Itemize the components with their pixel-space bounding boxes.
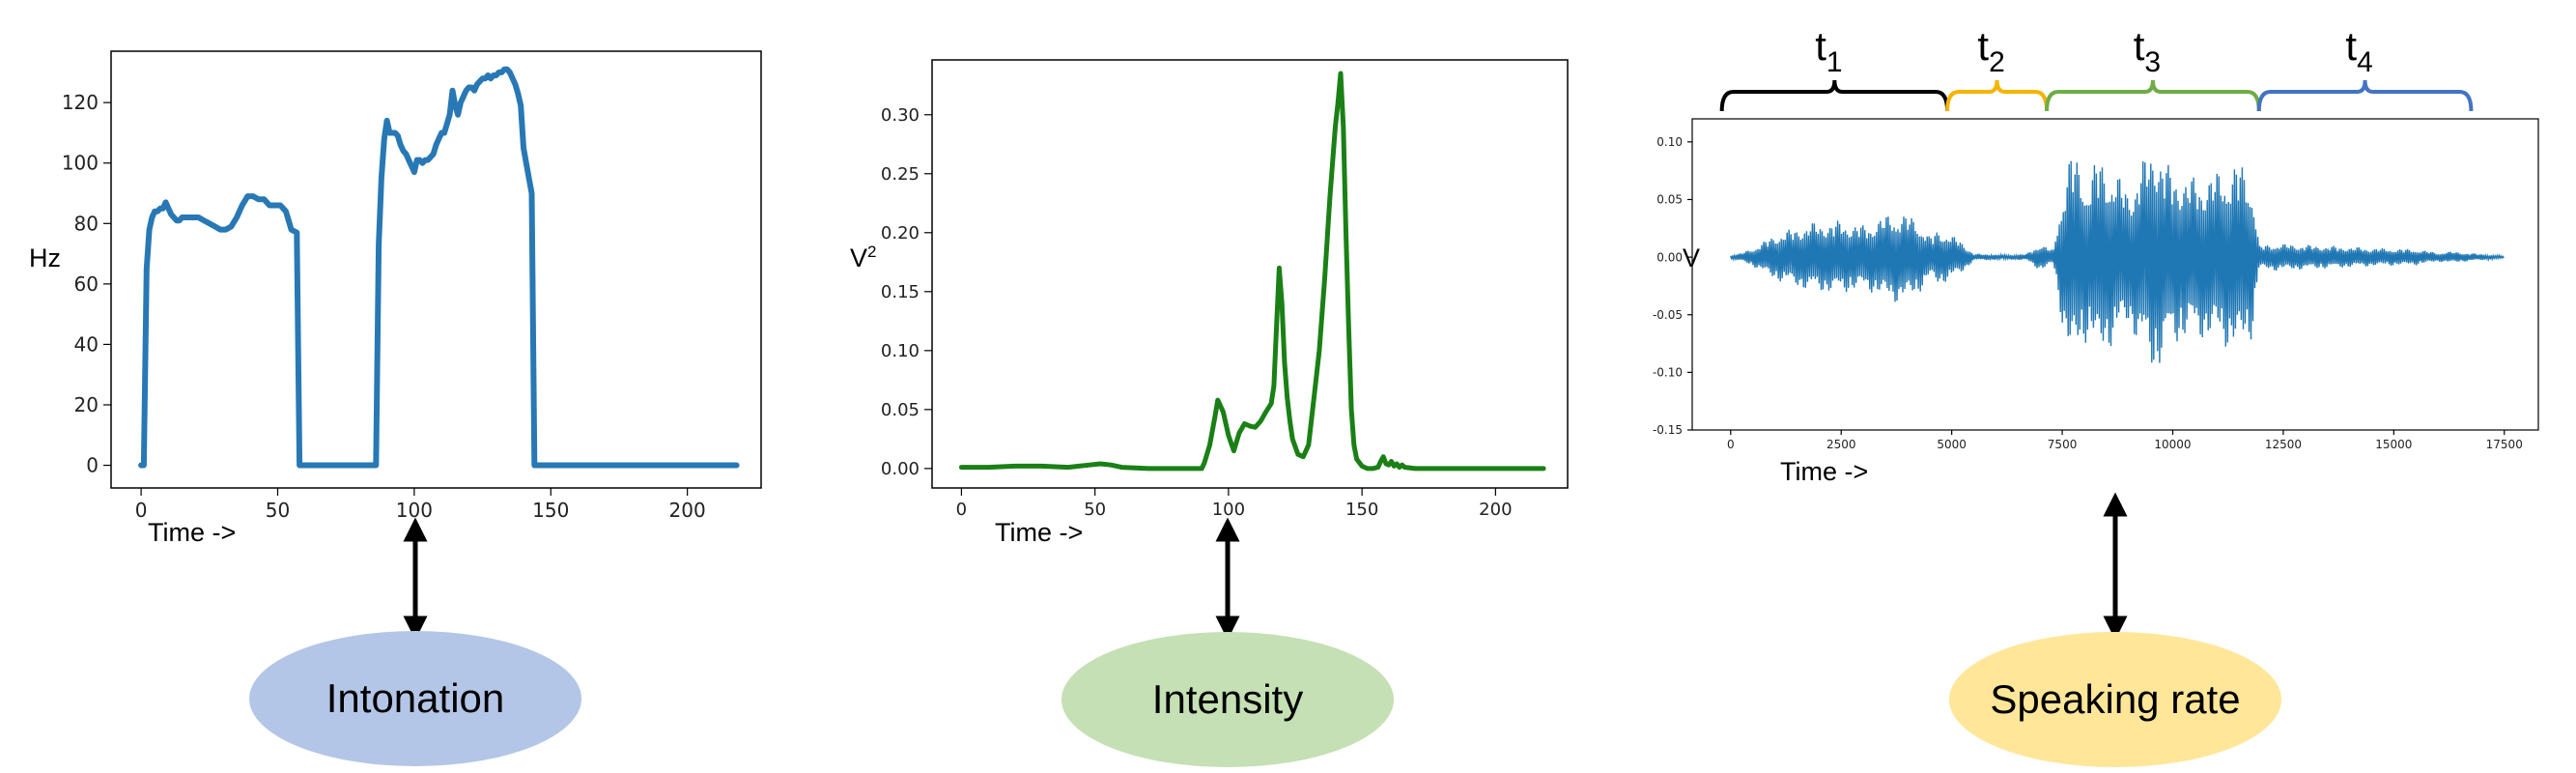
feature-intensity: Intensity	[1062, 632, 1394, 767]
y-tick-label: -0.05	[1653, 308, 1683, 322]
y-tick-label: 0.30	[881, 105, 920, 126]
feature-speaking-rate: Speaking rate	[1949, 632, 2281, 767]
y-tick-label: -0.10	[1653, 366, 1683, 380]
x-tick-label: 100	[396, 499, 433, 522]
feature-intonation: Intonation	[249, 631, 581, 766]
segment-brackets: t1 t2 t3 t4	[1719, 23, 2474, 112]
x-tick-label: 10000	[2154, 438, 2191, 451]
segment-bracket	[2045, 79, 2261, 112]
y-tick-label: 80	[74, 212, 99, 235]
speaking-rate-ellipse	[1949, 632, 2281, 767]
intonation-x-ticks: 0 50 100 150 200	[135, 488, 706, 522]
y-tick-label: 0.25	[881, 164, 920, 185]
segment-label: t1	[1815, 23, 1842, 78]
intonation-label: Intonation	[326, 675, 505, 721]
segment-bracket	[1719, 79, 1950, 112]
y-tick-label: 0.05	[881, 400, 920, 420]
x-tick-label: 17500	[2486, 438, 2523, 451]
x-tick-label: 15000	[2375, 438, 2412, 451]
y-tick-label: 60	[74, 272, 99, 296]
waveform-y-ticks: -0.15 -0.10 -0.05 0.00 0.05 0.10	[1653, 135, 1692, 437]
segment-label: t3	[2134, 23, 2161, 78]
waveform-line	[1730, 160, 2505, 363]
x-tick-label: 50	[266, 499, 290, 522]
y-tick-label: 0.05	[1656, 193, 1683, 207]
x-tick-label: 50	[1084, 500, 1106, 520]
y-tick-label: 0.10	[1656, 135, 1683, 149]
intensity-x-label: Time ->	[995, 518, 1083, 547]
y-tick-label: 40	[74, 332, 99, 356]
intensity-x-ticks: 0 50 100 150 200	[956, 488, 1513, 520]
intonation-ellipse	[249, 631, 581, 766]
segment-label: t2	[1977, 23, 2004, 78]
intensity-label: Intensity	[1152, 676, 1303, 722]
waveform-x-ticks: 0 2500 5000 7500 10000 12500 15000 17500	[1727, 430, 2523, 451]
intensity-ellipse	[1062, 632, 1394, 767]
y-tick-label: 0.15	[881, 282, 920, 302]
y-tick-label: 0.20	[881, 223, 920, 243]
x-tick-label: 0	[1727, 438, 1735, 451]
waveform-x-label: Time ->	[1780, 457, 1868, 486]
data-line	[958, 71, 1546, 472]
y-tick-label: 0.10	[881, 341, 920, 361]
x-tick-label: 150	[532, 499, 569, 522]
x-tick-label: 0	[956, 500, 967, 520]
y-tick-label: 100	[62, 152, 99, 175]
intonation-y-ticks: 0 20 40 60 80 100 120	[62, 91, 111, 477]
y-tick-label: 0	[86, 454, 99, 477]
y-tick-label: 0.00	[1656, 250, 1683, 264]
x-tick-label: 100	[1212, 500, 1245, 520]
waveform-y-label: V	[1683, 243, 1700, 272]
y-tick-label: 120	[62, 91, 99, 114]
intensity-chart: 0.00 0.05 0.10 0.15 0.20 0.25 0.30 0 50 100 150 20…	[850, 59, 1569, 547]
x-tick-label: 7500	[2048, 438, 2078, 451]
intonation-plot-frame	[110, 50, 762, 489]
x-tick-label: 0	[135, 499, 148, 522]
intonation-y-label: Hz	[29, 243, 61, 272]
intensity-y-ticks: 0.00 0.05 0.10 0.15 0.20 0.25 0.30	[881, 105, 932, 479]
intensity-y-label: V2	[850, 243, 876, 272]
y-tick-label: 0.00	[881, 459, 920, 479]
waveform-plot-frame	[1691, 118, 2539, 431]
intonation-x-label: Time ->	[148, 518, 236, 547]
x-tick-label: 12500	[2265, 438, 2302, 451]
y-tick-label: -0.15	[1653, 423, 1683, 437]
waveform-chart: t1 t2 t3 t4 -0.15 -0.10 -0.05 0.00 0.05 0.10 0 25…	[1653, 23, 2539, 486]
waveform-line-group	[1730, 160, 2505, 363]
x-tick-label: 2500	[1826, 438, 1856, 451]
x-tick-label: 5000	[1937, 438, 1967, 451]
segment-label: t4	[2345, 23, 2372, 78]
x-tick-label: 200	[669, 499, 706, 522]
intensity-plot-frame	[931, 59, 1569, 489]
data-line	[138, 66, 740, 469]
x-tick-label: 200	[1479, 500, 1512, 520]
intonation-line-group	[138, 66, 740, 469]
segment-bracket	[1945, 79, 2050, 112]
y-tick-label: 20	[74, 393, 99, 416]
x-tick-label: 150	[1345, 500, 1378, 520]
speaking-rate-label: Speaking rate	[1990, 676, 2240, 722]
intonation-chart: 0 20 40 60 80 100 120 0 50 100 150 200 Hz Time ->	[29, 50, 762, 547]
intensity-line-group	[958, 71, 1546, 472]
segment-bracket	[2256, 79, 2474, 112]
